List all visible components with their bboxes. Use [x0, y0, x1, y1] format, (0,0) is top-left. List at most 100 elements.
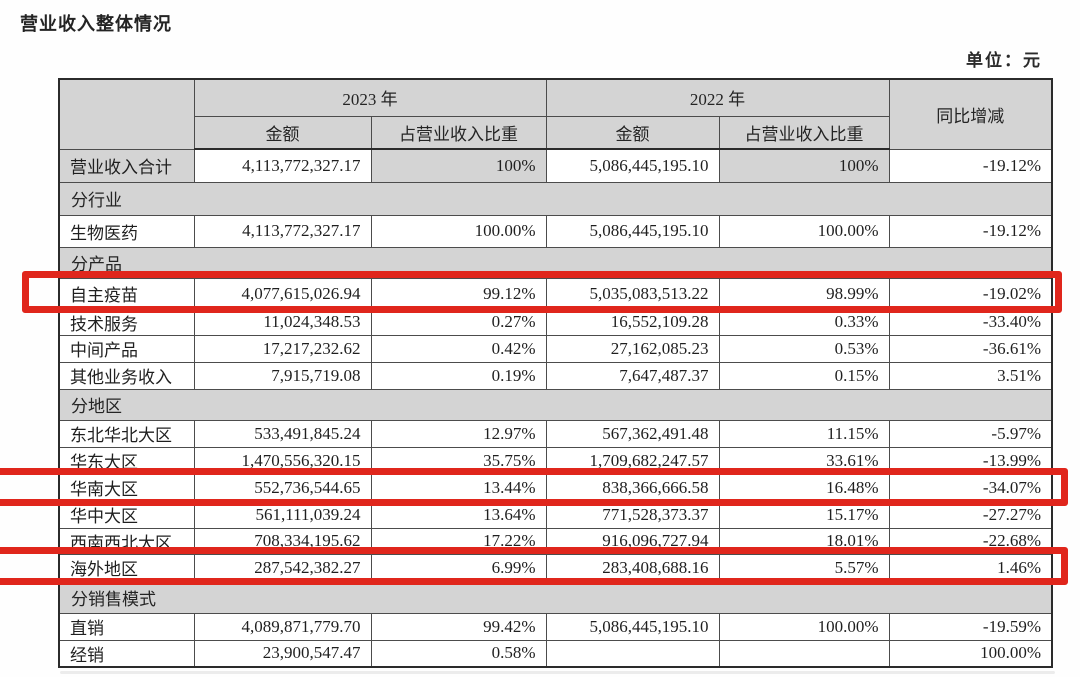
cell: -19.02% — [888, 277, 1053, 310]
cell: 0.58% — [370, 639, 547, 668]
section-row: 分产品 — [58, 246, 1053, 279]
table-row: 华中大区 561,111,039.24 13.64% 771,528,373.37 15… — [58, 500, 1053, 529]
cell: 916,096,727.94 — [545, 527, 720, 555]
cell: 99.42% — [370, 612, 547, 641]
table-row: 其他业务收入 7,915,719.08 0.19% 7,647,487.37 0.15%… — [58, 361, 1053, 390]
row-label: 生物医药 — [58, 214, 195, 248]
cell: 100.00% — [370, 214, 547, 248]
cell: 27,162,085.23 — [545, 334, 720, 363]
cell: 4,113,772,327.17 — [193, 148, 372, 183]
cell: 533,491,845.24 — [193, 419, 372, 448]
section-row: 分地区 — [58, 388, 1053, 421]
corner-cell — [58, 78, 195, 150]
cell: 100% — [718, 148, 890, 183]
proportion-2022-header: 占营业收入比重 — [718, 115, 890, 150]
table-row: 华南大区 552,736,544.65 13.44% 838,366,666.58 16… — [58, 473, 1053, 502]
cell: 17,217,232.62 — [193, 334, 372, 363]
proportion-2023-header: 占营业收入比重 — [370, 115, 547, 150]
row-label: 华东大区 — [58, 446, 195, 475]
revenue-table: 2023 年 2022 年 同比增减 金额 占营业收入比重 金额 占营业收入比重… — [58, 78, 1053, 668]
cell: 1.46% — [888, 553, 1053, 582]
table-row: 经销 23,900,547.47 0.58% 100.00% — [58, 639, 1053, 668]
row-label: 华中大区 — [58, 500, 195, 529]
cell: 0.42% — [370, 334, 547, 363]
cell: 838,366,666.58 — [545, 473, 720, 502]
cell: 0.33% — [718, 308, 890, 336]
cell: 552,736,544.65 — [193, 473, 372, 502]
cell: 0.19% — [370, 361, 547, 390]
row-label: 中间产品 — [58, 334, 195, 363]
row-label: 华南大区 — [58, 473, 195, 502]
cell: 1,709,682,247.57 — [545, 446, 720, 475]
yoy-header: 同比增减 — [888, 78, 1053, 150]
table-row: 直销 4,089,871,779.70 99.42% 5,086,445,195.10… — [58, 612, 1053, 641]
header-row-years: 2023 年 2022 年 同比增减 — [58, 78, 1053, 150]
cell: 16.48% — [718, 473, 890, 502]
table-row: 海外地区 287,542,382.27 6.99% 283,408,688.16 5.5… — [58, 553, 1053, 582]
cell: -36.61% — [888, 334, 1053, 363]
section-label: 分销售模式 — [58, 580, 1053, 614]
cell: 4,113,772,327.17 — [193, 214, 372, 248]
section-label: 分地区 — [58, 388, 1053, 421]
cell: 100.00% — [718, 214, 890, 248]
cell: -13.99% — [888, 446, 1053, 475]
table-row: 营业收入合计 4,113,772,327.17 100% 5,086,445,195.… — [58, 148, 1053, 183]
cell: 4,089,871,779.70 — [193, 612, 372, 641]
cell: 708,334,195.62 — [193, 527, 372, 555]
scan-artifact-line — [60, 671, 1055, 674]
cell: -19.59% — [888, 612, 1053, 641]
table-row: 东北华北大区 533,491,845.24 12.97% 567,362,491.48… — [58, 419, 1053, 448]
header-row-metrics: 金额 占营业收入比重 金额 占营业收入比重 — [59, 115, 1052, 150]
page-title: 营业收入整体情况 — [20, 14, 172, 34]
section-row: 分销售模式 — [58, 580, 1053, 614]
cell: 98.99% — [718, 277, 890, 310]
amount-2023-header: 金额 — [193, 115, 372, 150]
cell: 16,552,109.28 — [545, 308, 720, 336]
cell: 18.01% — [718, 527, 890, 555]
cell: 0.27% — [370, 308, 547, 336]
section-label: 分行业 — [58, 181, 1053, 216]
cell: 3.51% — [888, 361, 1053, 390]
year-2022-header: 2022 年 — [545, 78, 890, 117]
cell: -5.97% — [888, 419, 1053, 448]
cell: 33.61% — [718, 446, 890, 475]
row-label: 自主疫苗 — [58, 277, 195, 310]
cell: 7,647,487.37 — [545, 361, 720, 390]
cell: 5,086,445,195.10 — [545, 612, 720, 641]
row-label: 其他业务收入 — [58, 361, 195, 390]
amount-2022-header: 金额 — [545, 115, 720, 150]
table-row: 技术服务 11,024,348.53 0.27% 16,552,109.28 0.33%… — [58, 308, 1053, 336]
cell: 5,035,083,513.22 — [545, 277, 720, 310]
cell: 100.00% — [888, 639, 1053, 668]
row-label: 直销 — [58, 612, 195, 641]
table-row: 西南西北大区 708,334,195.62 17.22% 916,096,727.94… — [58, 527, 1053, 555]
cell: 13.64% — [370, 500, 547, 529]
cell: 283,408,688.16 — [545, 553, 720, 582]
cell: 5,086,445,195.10 — [545, 214, 720, 248]
cell: 100.00% — [718, 612, 890, 641]
cell: 4,077,615,026.94 — [193, 277, 372, 310]
cell — [718, 639, 890, 668]
cell: 11.15% — [718, 419, 890, 448]
cell: 287,542,382.27 — [193, 553, 372, 582]
table-row: 华东大区 1,470,556,320.15 35.75% 1,709,682,247.… — [58, 446, 1053, 475]
cell: 15.17% — [718, 500, 890, 529]
cell: 17.22% — [370, 527, 547, 555]
cell: -19.12% — [888, 214, 1053, 248]
cell: 561,111,039.24 — [193, 500, 372, 529]
cell: 567,362,491.48 — [545, 419, 720, 448]
cell: -34.07% — [888, 473, 1053, 502]
cell: -33.40% — [888, 308, 1053, 336]
row-label: 西南西北大区 — [58, 527, 195, 555]
cell: 11,024,348.53 — [193, 308, 372, 336]
row-label: 东北华北大区 — [58, 419, 195, 448]
section-row: 分行业 — [58, 181, 1053, 216]
year-2023-header: 2023 年 — [193, 78, 547, 117]
cell: 6.99% — [370, 553, 547, 582]
cell: 1,470,556,320.15 — [193, 446, 372, 475]
row-label: 海外地区 — [58, 553, 195, 582]
table-row: 自主疫苗 4,077,615,026.94 99.12% 5,035,083,513.… — [58, 277, 1053, 310]
cell: 23,900,547.47 — [193, 639, 372, 668]
cell: 0.15% — [718, 361, 890, 390]
